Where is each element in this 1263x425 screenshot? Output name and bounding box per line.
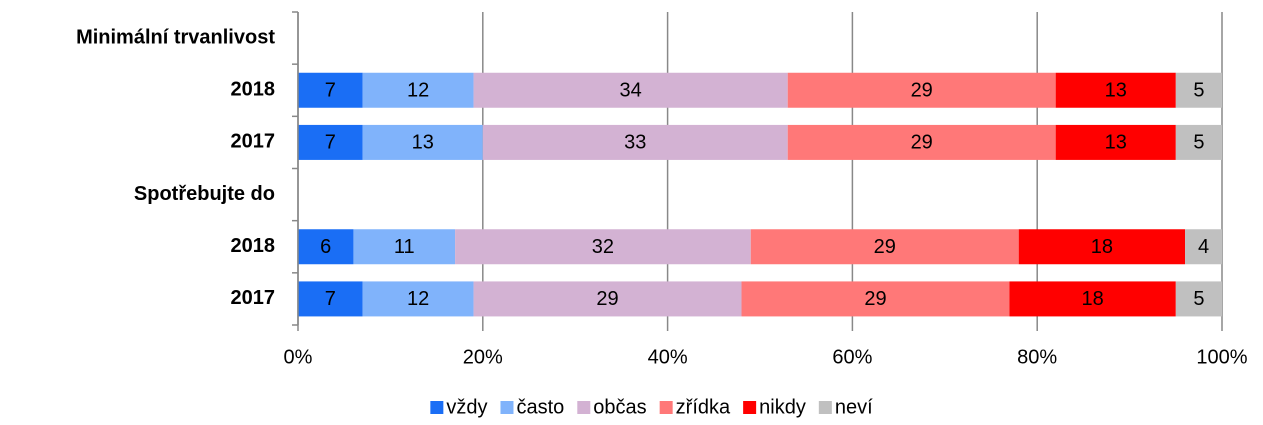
y-tick-label: 2018 (231, 235, 276, 257)
x-tick-label: 60% (832, 346, 872, 368)
bar-segment (787, 124, 1056, 160)
bar-segment (741, 281, 1010, 317)
data-label: 4 (1198, 236, 1209, 258)
bar-segment (1175, 281, 1222, 317)
y-tick-label: 2017 (231, 287, 276, 309)
legend-swatch (577, 401, 591, 414)
data-label: 5 (1193, 132, 1204, 154)
legend-swatch (818, 401, 832, 414)
data-label: 29 (864, 288, 886, 310)
legend-label: vždy (446, 396, 487, 418)
bar-segment (1018, 229, 1186, 265)
bar-segment (362, 281, 474, 317)
bar-segment (1055, 72, 1176, 108)
bar-segment (1175, 72, 1222, 108)
data-label: 6 (320, 236, 331, 258)
bar-segment (750, 229, 1019, 265)
legend-swatch (659, 401, 673, 414)
x-tick-label: 100% (1196, 346, 1247, 368)
bar-segment (298, 124, 363, 160)
data-label: 33 (624, 132, 646, 154)
legend-label: občas (593, 396, 646, 418)
data-label: 7 (325, 132, 336, 154)
bar-segment (455, 229, 751, 265)
data-label: 34 (620, 80, 642, 102)
bar-segment (473, 281, 742, 317)
bar-segment (298, 229, 354, 265)
x-tick-label: 40% (648, 346, 688, 368)
bar-segment (787, 72, 1056, 108)
legend-label: nikdy (759, 396, 806, 418)
y-tick-label: 2018 (231, 79, 276, 101)
x-tick-label: 0% (284, 346, 313, 368)
data-label: 18 (1082, 288, 1104, 310)
bar-segment (362, 124, 483, 160)
y-tick-label: Spotřebujte do (134, 183, 275, 205)
bar-segment (1009, 281, 1176, 317)
data-label: 29 (874, 236, 896, 258)
data-label: 7 (325, 80, 336, 102)
bar-segment (353, 229, 456, 265)
data-label: 11 (394, 236, 415, 258)
data-label: 7 (325, 288, 336, 310)
bar-segment (298, 72, 363, 108)
bar-segment (298, 281, 363, 317)
data-label: 29 (911, 132, 933, 154)
bar-segment (482, 124, 788, 160)
data-label: 12 (407, 80, 429, 102)
legend-swatch (743, 401, 757, 414)
x-tick-label: 80% (1017, 346, 1057, 368)
y-tick-label: 2017 (231, 131, 276, 153)
data-label: 5 (1193, 80, 1204, 102)
data-label: 32 (592, 236, 614, 258)
legend-swatch (430, 401, 444, 414)
data-label: 13 (1105, 80, 1127, 102)
x-tick-label: 20% (463, 346, 503, 368)
data-label: 13 (412, 132, 434, 154)
bar-segment (1185, 229, 1222, 265)
bar-segment (473, 72, 788, 108)
data-label: 12 (407, 288, 429, 310)
legend-label: často (516, 396, 564, 418)
data-label: 5 (1193, 288, 1204, 310)
data-label: 13 (1105, 132, 1127, 154)
legend-label: zřídka (676, 396, 731, 418)
bar-segment (1055, 124, 1176, 160)
y-tick-label: Minimální trvanlivost (76, 26, 275, 48)
data-label: 18 (1091, 236, 1113, 258)
bar-segment (1175, 124, 1222, 160)
data-label: 29 (596, 288, 618, 310)
legend-label: neví (835, 396, 873, 418)
legend-swatch (500, 401, 514, 414)
data-label: 29 (911, 80, 933, 102)
bar-segment (362, 72, 474, 108)
